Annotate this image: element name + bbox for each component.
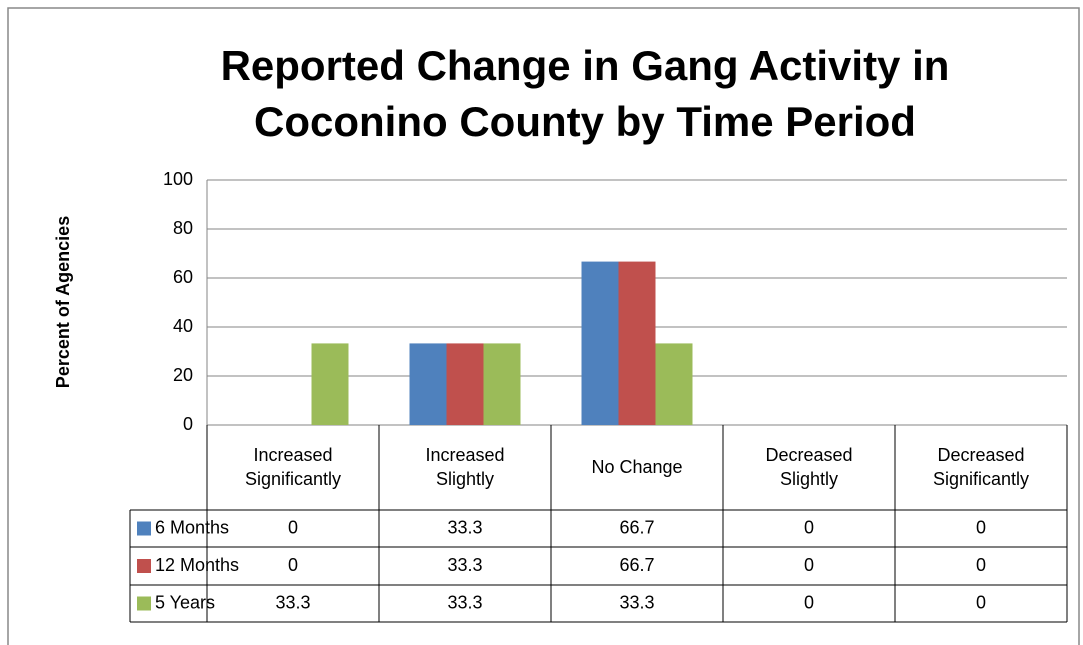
y-tick-label: 100 xyxy=(163,169,193,189)
table-value: 0 xyxy=(288,555,298,575)
x-tick-label: Decreased Slightly xyxy=(765,445,853,489)
category-cell: Increased Significantly xyxy=(244,445,342,489)
table-value: 0 xyxy=(804,517,814,537)
bar xyxy=(483,343,521,425)
table-value: 33.3 xyxy=(447,592,482,612)
x-tick-label: No Change xyxy=(591,456,683,477)
y-tick-label: 60 xyxy=(173,267,193,287)
bar xyxy=(446,343,484,425)
legend-label: 5 Years xyxy=(155,592,215,612)
y-axis-label: Percent of Agencies xyxy=(53,216,73,388)
bar xyxy=(311,343,349,425)
table-value: 33.3 xyxy=(275,592,310,612)
table-value: 33.3 xyxy=(447,555,482,575)
table-value: 0 xyxy=(804,592,814,612)
table-value: 0 xyxy=(976,555,986,575)
y-tick-label: 0 xyxy=(183,414,193,434)
table-value: 33.3 xyxy=(447,517,482,537)
legend-label: 12 Months xyxy=(155,555,239,575)
chart-title-box: Reported Change in Gang Activity in Coco… xyxy=(220,42,950,145)
legend-label: 6 Months xyxy=(155,517,229,537)
legend-key xyxy=(137,596,151,611)
category-cell: Increased Slightly xyxy=(425,445,505,489)
legend-key xyxy=(137,559,151,573)
x-tick-label: Decreased Significantly xyxy=(932,445,1030,489)
bar xyxy=(655,343,693,425)
category-cell: No Change xyxy=(591,456,683,477)
legend-key xyxy=(137,521,151,536)
x-tick-label: Increased Slightly xyxy=(425,445,505,489)
table-value: 0 xyxy=(976,592,986,612)
y-tick-label: 80 xyxy=(173,218,193,238)
x-tick-label: Increased Significantly xyxy=(244,445,342,489)
category-cell: Decreased Significantly xyxy=(932,445,1030,489)
table-value: 66.7 xyxy=(619,517,654,537)
table-value: 0 xyxy=(804,555,814,575)
y-tick-label: 20 xyxy=(173,365,193,385)
table-value: 0 xyxy=(976,517,986,537)
table-value: 0 xyxy=(288,517,298,537)
category-cell: Decreased Slightly xyxy=(765,445,853,489)
y-tick-label: 40 xyxy=(173,316,193,336)
table-value: 33.3 xyxy=(619,592,654,612)
bar xyxy=(581,261,619,425)
bar xyxy=(618,261,656,425)
bar xyxy=(409,343,447,425)
chart-title: Reported Change in Gang Activity in Coco… xyxy=(220,42,950,145)
table-value: 66.7 xyxy=(619,555,654,575)
